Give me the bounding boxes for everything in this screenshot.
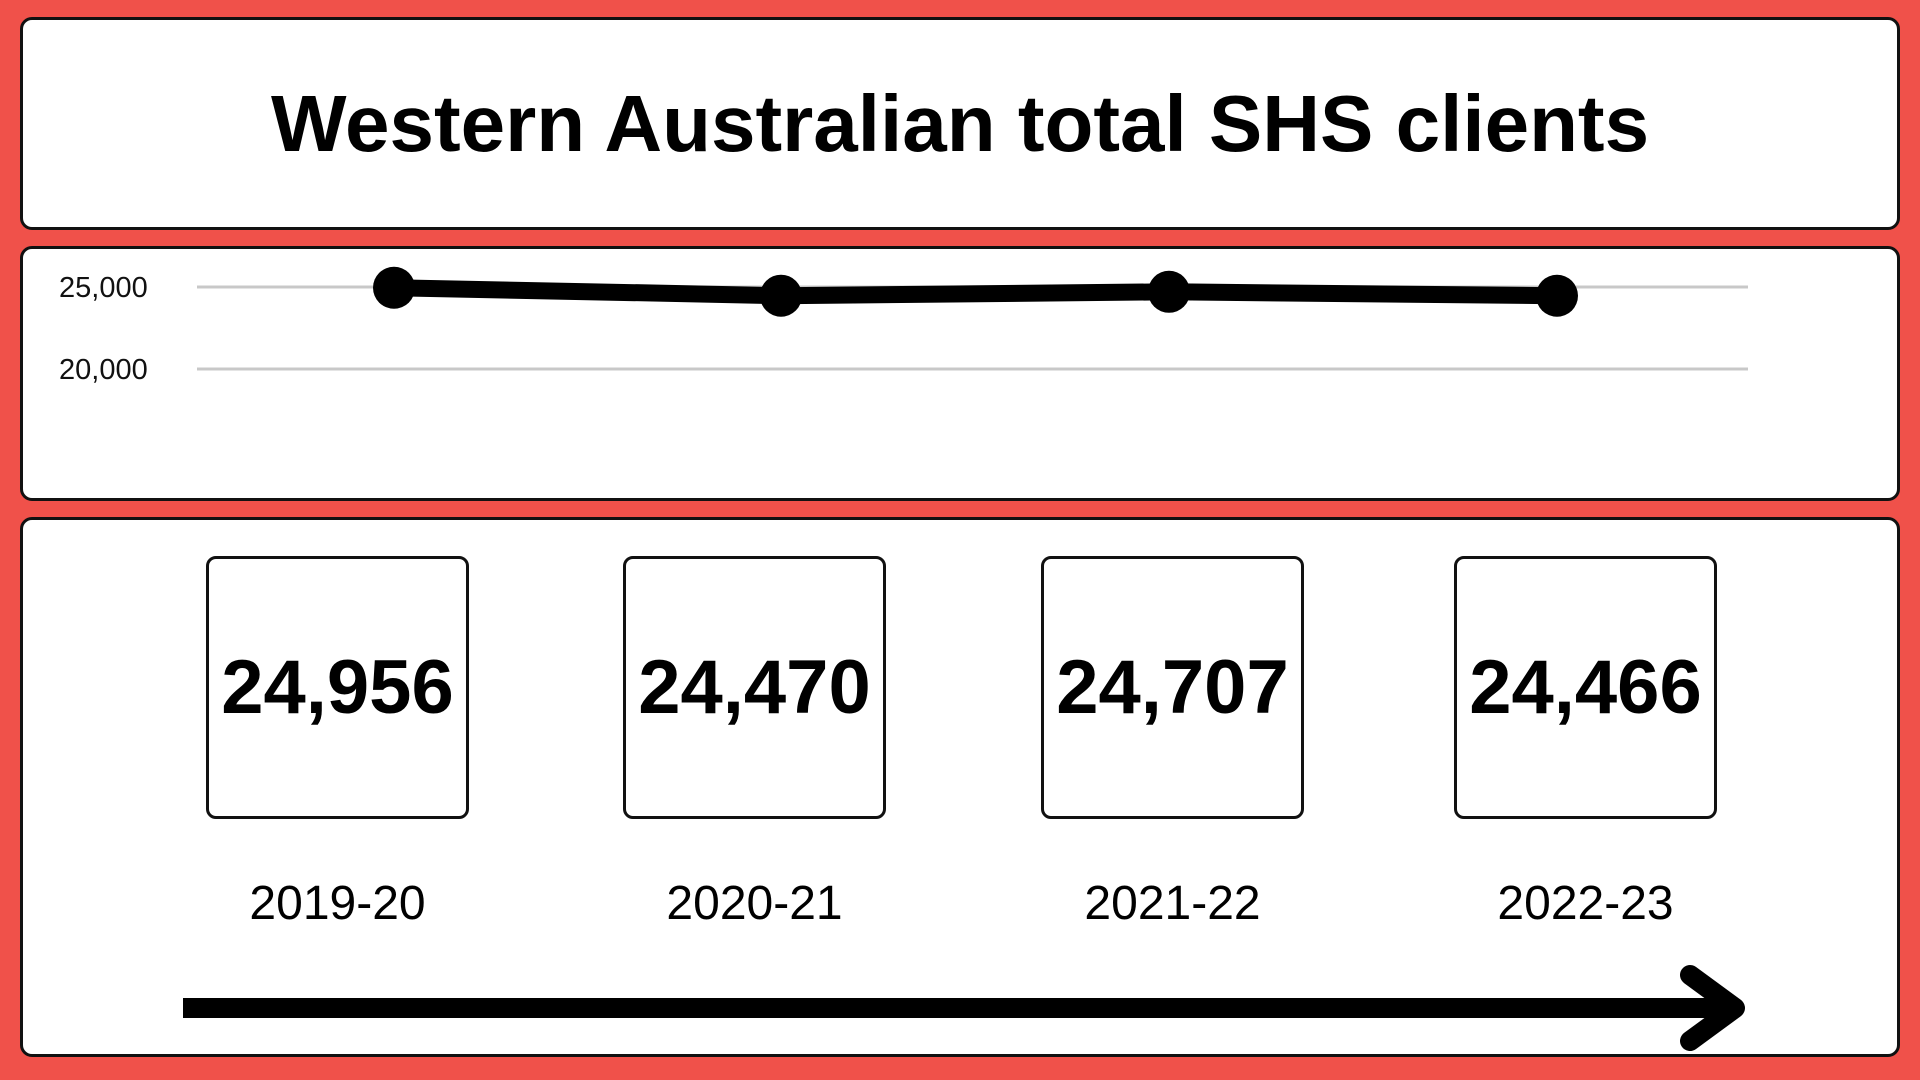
value-box-2019-20: 24,956 [206, 556, 469, 819]
y-tick-label: 20,000 [59, 354, 148, 386]
value-label: 24,470 [638, 645, 871, 730]
data-point-2019-20 [373, 266, 415, 309]
data-point-2020-21 [760, 274, 802, 317]
year-label: 2020-21 [666, 877, 843, 930]
value-label: 24,466 [1469, 645, 1702, 730]
year-label: 2019-20 [249, 877, 426, 930]
line-chart-panel: 25,000 20,000 [20, 246, 1900, 501]
line-chart: 25,000 20,000 [59, 266, 1748, 386]
year-label: 2021-22 [1084, 877, 1261, 930]
values-panel: 24,956 24,470 24,707 24,466 2019-20 2020… [20, 517, 1900, 1057]
series-line [393, 279, 1558, 305]
value-box-2021-22: 24,707 [1041, 556, 1304, 819]
title-panel: Western Australian total SHS clients [20, 17, 1900, 230]
data-point-2022-23 [1536, 274, 1578, 317]
value-label: 24,707 [1056, 645, 1289, 730]
arrow-right-icon [183, 965, 1745, 1051]
year-label: 2022-23 [1497, 877, 1674, 930]
data-point-2021-22 [1148, 270, 1190, 313]
chart-title: Western Australian total SHS clients [270, 78, 1650, 168]
y-tick-label: 25,000 [59, 272, 148, 304]
value-box-2022-23: 24,466 [1454, 556, 1717, 819]
value-label: 24,956 [221, 645, 454, 730]
value-box-2020-21: 24,470 [623, 556, 886, 819]
